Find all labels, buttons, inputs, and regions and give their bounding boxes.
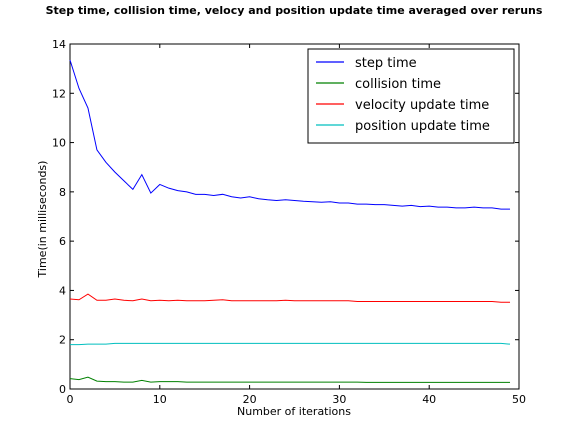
y-tick-label: 8 [59, 186, 66, 199]
y-axis-label: Time(in milliseconds) [36, 161, 49, 279]
y-tick-label: 0 [59, 383, 66, 396]
x-tick-label: 0 [67, 393, 74, 406]
legend-box [307, 48, 515, 144]
y-tick-label: 4 [59, 284, 66, 297]
y-tick-label: 6 [59, 235, 66, 248]
x-tick-label: 50 [512, 393, 526, 406]
series-line-collision-time [69, 376, 511, 383]
legend-label: position update time [355, 119, 490, 134]
x-tick-label: 20 [243, 393, 257, 406]
x-tick-label: 40 [422, 393, 436, 406]
chart-title: Step time, collision time, velocy and po… [46, 4, 543, 17]
x-axis-label: Number of iterations [237, 405, 351, 418]
series-line-position-update-time [70, 342, 511, 346]
legend-label: collision time [355, 77, 441, 92]
y-tick-label: 10 [52, 137, 66, 150]
legend: step time collision time velocity update t… [307, 48, 515, 144]
y-tick-label: 2 [59, 334, 66, 347]
series-line-step-time [69, 59, 511, 210]
x-tick-label: 10 [153, 393, 167, 406]
legend-label: velocity update time [355, 98, 489, 113]
y-tick-label: 14 [52, 38, 66, 51]
series-line-velocity-update-time [69, 293, 511, 303]
legend-label: step time [355, 56, 417, 71]
y-tick-label: 12 [52, 87, 66, 100]
x-tick-label: 30 [332, 393, 346, 406]
